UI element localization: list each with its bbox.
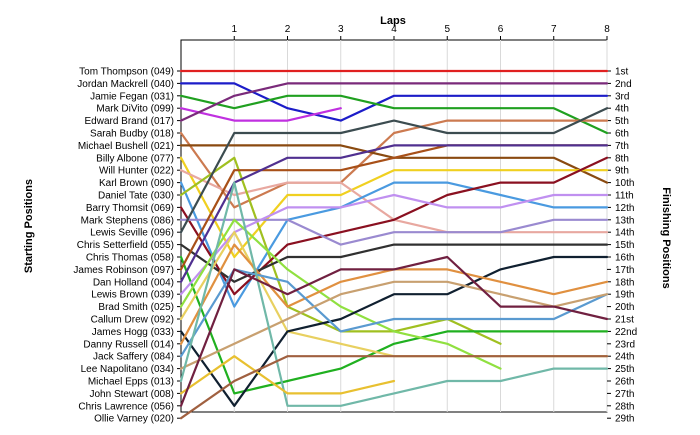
driver-line-14	[179, 107, 609, 234]
driver-line-18	[179, 144, 609, 283]
driver-line-22	[179, 255, 609, 407]
finish-position-label: 13th	[615, 215, 634, 226]
driver-start-label: Jamie Fegan (031)	[90, 91, 174, 102]
driver-start-label: Karl Brown (090)	[99, 178, 174, 189]
driver-start-label: Barry Thomsit (069)	[86, 203, 174, 214]
chart-grid	[177, 36, 611, 419]
x-axis-title: Laps	[380, 15, 406, 27]
driver-start-label: Chris Lawrence (056)	[78, 401, 174, 412]
driver-line-20	[179, 218, 502, 370]
driver-start-label: Callum Drew (092)	[91, 315, 174, 326]
driver-start-label: Jack Saffery (084)	[93, 352, 174, 363]
lap-tick-label: 1	[231, 24, 237, 35]
driver-line-4	[179, 107, 342, 122]
driver-start-label: Mark DiVito (099)	[96, 104, 174, 115]
driver-start-label: Tom Thompson (049)	[79, 67, 174, 78]
driver-line-5	[179, 82, 609, 122]
finish-position-label: 25th	[615, 364, 634, 375]
driver-start-label: Michael Epps (013)	[88, 377, 174, 388]
driver-line-27	[179, 355, 396, 395]
driver-start-label: Chris Setterfield (055)	[77, 240, 174, 251]
driver-start-label: Edward Brand (017)	[85, 116, 175, 127]
lap-tick-label: 2	[285, 24, 291, 35]
finish-position-label: 17th	[615, 265, 634, 276]
driver-start-label: James Hogg (033)	[92, 327, 174, 338]
driver-start-label: Billy Albone (077)	[96, 153, 174, 164]
finish-position-label: 9th	[615, 166, 629, 177]
driver-line-19	[179, 193, 609, 296]
finish-position-label: 23rd	[615, 339, 635, 350]
driver-line-13	[179, 218, 609, 246]
finish-position-label: 22nd	[615, 327, 637, 338]
driver-start-label: Michael Bushell (021)	[78, 141, 174, 152]
driver-line-29	[179, 355, 609, 420]
finish-position-label: 20th	[615, 302, 634, 313]
driver-start-label: Dan Holland (004)	[93, 277, 174, 288]
driver-start-label: Lee Napolitano (034)	[81, 364, 174, 375]
finish-position-label: 10th	[615, 178, 634, 189]
driver-start-label: Will Hunter (022)	[99, 166, 174, 177]
finish-position-label: 16th	[615, 253, 634, 264]
finish-position-label: 4th	[615, 104, 629, 115]
finish-position-label: 26th	[615, 377, 634, 388]
lap-tick-labels: 1 2 3 4 5 6 7 8	[231, 24, 610, 35]
driver-start-label: Sarah Budby (018)	[90, 129, 174, 140]
driver-start-label: John Stewart (008)	[90, 389, 175, 400]
finishing-position-labels: 1st2nd3rd4th5th6th7th8th9th10th11th12th1…	[615, 67, 637, 425]
finish-position-label: 11th	[615, 191, 634, 202]
finish-position-label: 28th	[615, 401, 634, 412]
lap-tick-label: 3	[338, 24, 344, 35]
driver-start-label: Brad Smith (025)	[98, 302, 174, 313]
lap-tick-label: 7	[551, 24, 557, 35]
driver-line-25	[179, 280, 609, 370]
finish-position-label: 21st	[615, 315, 634, 326]
lap-tick-label: 5	[444, 24, 450, 35]
finish-position-label: 19th	[615, 290, 634, 301]
driver-start-label: Mark Stephens (086)	[81, 215, 174, 226]
driver-start-label: Daniel Tate (030)	[98, 191, 174, 202]
driver-start-label: James Robinson (097)	[73, 265, 174, 276]
finish-position-label: 15th	[615, 240, 634, 251]
finish-position-label: 7th	[615, 141, 629, 152]
finish-position-label: 24th	[615, 352, 634, 363]
right-axis-title: Finishing Positions	[660, 187, 672, 288]
finish-position-label: 27th	[615, 389, 634, 400]
finish-position-label: 14th	[615, 228, 634, 239]
driver-start-label: Ollie Varney (020)	[94, 414, 174, 425]
finish-position-label: 18th	[615, 277, 634, 288]
driver-line-28	[179, 255, 609, 407]
finish-position-label: 2nd	[615, 79, 632, 90]
driver-line-26	[179, 181, 609, 407]
position-lines	[179, 69, 609, 420]
driver-start-label: Chris Thomas (058)	[86, 253, 174, 264]
driver-line-24	[179, 268, 609, 358]
finish-position-label: 6th	[615, 129, 629, 140]
lap-tick-label: 4	[391, 24, 397, 35]
driver-start-label: Danny Russell (014)	[83, 339, 174, 350]
starting-position-labels: Tom Thompson (049)Jordan Mackrell (040)J…	[73, 67, 174, 425]
driver-line-3	[179, 94, 609, 135]
finish-position-label: 8th	[615, 153, 629, 164]
driver-start-label: Jordan Mackrell (040)	[77, 79, 174, 90]
driver-line-16	[179, 255, 609, 395]
lap-tick-label: 8	[604, 24, 610, 35]
finish-position-label: 29th	[615, 414, 634, 425]
driver-line-6	[179, 119, 609, 209]
finish-position-label: 5th	[615, 116, 629, 127]
lap-tick-label: 6	[498, 24, 504, 35]
driver-start-label: Lewis Seville (096)	[90, 228, 174, 239]
left-axis-title: Starting Positions	[23, 179, 35, 273]
finish-position-label: 1st	[615, 67, 629, 78]
driver-start-label: Lewis Brown (039)	[91, 290, 174, 301]
finish-position-label: 12th	[615, 203, 634, 214]
finish-position-label: 3rd	[615, 91, 629, 102]
